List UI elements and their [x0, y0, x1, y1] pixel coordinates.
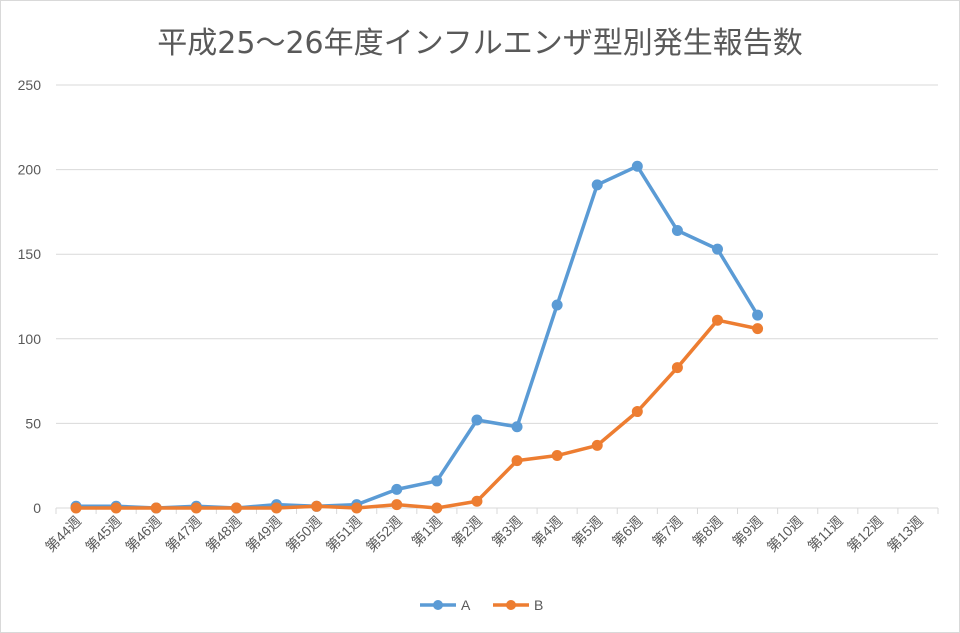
- data-point-B: [150, 502, 162, 514]
- legend-item-B: B: [493, 597, 543, 613]
- legend-label: B: [534, 597, 543, 613]
- x-tick-label: 第12週: [844, 513, 886, 555]
- x-tick-label: 第50週: [283, 513, 325, 555]
- data-point-A: [591, 179, 603, 191]
- y-tick-label: 250: [18, 77, 42, 93]
- data-point-B: [190, 502, 202, 514]
- data-point-B: [551, 450, 563, 462]
- data-point-A: [551, 299, 563, 311]
- series-line-B: [74, 318, 760, 510]
- series-line-A: [74, 164, 760, 510]
- x-tick-label: 第13週: [884, 513, 926, 555]
- data-point-A: [511, 421, 523, 433]
- data-point-A: [712, 243, 723, 255]
- data-point-A: [391, 483, 403, 495]
- series-A: [70, 160, 764, 514]
- x-tick-label: 第48週: [202, 513, 244, 555]
- x-tick-label: 第1週: [408, 513, 445, 550]
- x-tick-label: 第44週: [42, 513, 84, 555]
- data-point-A: [631, 160, 643, 172]
- data-point-B: [752, 323, 764, 335]
- x-tick-label: 第46週: [122, 513, 164, 555]
- x-tick-label: 第49週: [242, 513, 284, 555]
- x-tick-label: 第11週: [804, 513, 845, 554]
- x-tick-label: 第47週: [162, 513, 204, 555]
- data-point-B: [671, 362, 683, 374]
- x-tick-label: 第52週: [363, 513, 405, 555]
- data-point-A: [752, 309, 764, 321]
- data-point-A: [431, 475, 443, 487]
- x-tick-labels: 第44週第45週第46週第47週第48週第49週第50週第51週第52週 第1週第…: [42, 513, 926, 555]
- x-tick-label: 第3週: [489, 513, 526, 550]
- x-tick-label: 第45週: [82, 513, 124, 555]
- data-point-B: [271, 502, 282, 514]
- data-point-B: [431, 502, 443, 514]
- x-tick-label: 第2週: [448, 513, 485, 550]
- x-tick-label: 第7週: [649, 513, 686, 550]
- grid: [55, 84, 939, 514]
- data-point-A: [671, 225, 683, 237]
- x-tick-label: 第5週: [569, 513, 606, 550]
- data-point-B: [471, 495, 483, 507]
- series-group: [70, 160, 764, 514]
- data-point-B: [110, 502, 122, 514]
- chart-title: 平成25～26年度インフルエンザ型別発生報告数: [157, 26, 802, 61]
- data-point-B: [511, 455, 523, 467]
- x-tick-label: 第8週: [689, 513, 726, 550]
- y-tick-label: 150: [18, 246, 42, 262]
- data-point-B: [70, 502, 82, 514]
- legend-marker: [506, 600, 516, 610]
- legend-label: A: [461, 597, 471, 613]
- data-point-B: [230, 502, 242, 514]
- y-tick-label: 200: [18, 162, 42, 178]
- y-tick-label: 0: [33, 500, 41, 516]
- data-point-B: [311, 500, 323, 512]
- data-point-B: [591, 439, 603, 451]
- series-B: [70, 314, 764, 514]
- x-tick-label: 第9週: [729, 513, 766, 550]
- x-tick-label: 第10週: [764, 513, 806, 555]
- x-tick-label: 第4週: [529, 513, 566, 550]
- legend-item-A: A: [420, 597, 471, 613]
- data-point-B: [712, 314, 723, 326]
- y-tick-labels: 0 50 100 150 200 250: [18, 77, 42, 516]
- data-point-A: [471, 414, 483, 426]
- x-tick-label: 第51週: [323, 513, 365, 555]
- x-tick-label: 第6週: [609, 513, 646, 550]
- data-point-B: [351, 502, 363, 514]
- data-point-B: [391, 499, 403, 511]
- legend-marker: [433, 600, 443, 610]
- y-tick-label: 100: [18, 331, 42, 347]
- data-point-B: [631, 406, 643, 418]
- y-tick-label: 50: [25, 415, 41, 431]
